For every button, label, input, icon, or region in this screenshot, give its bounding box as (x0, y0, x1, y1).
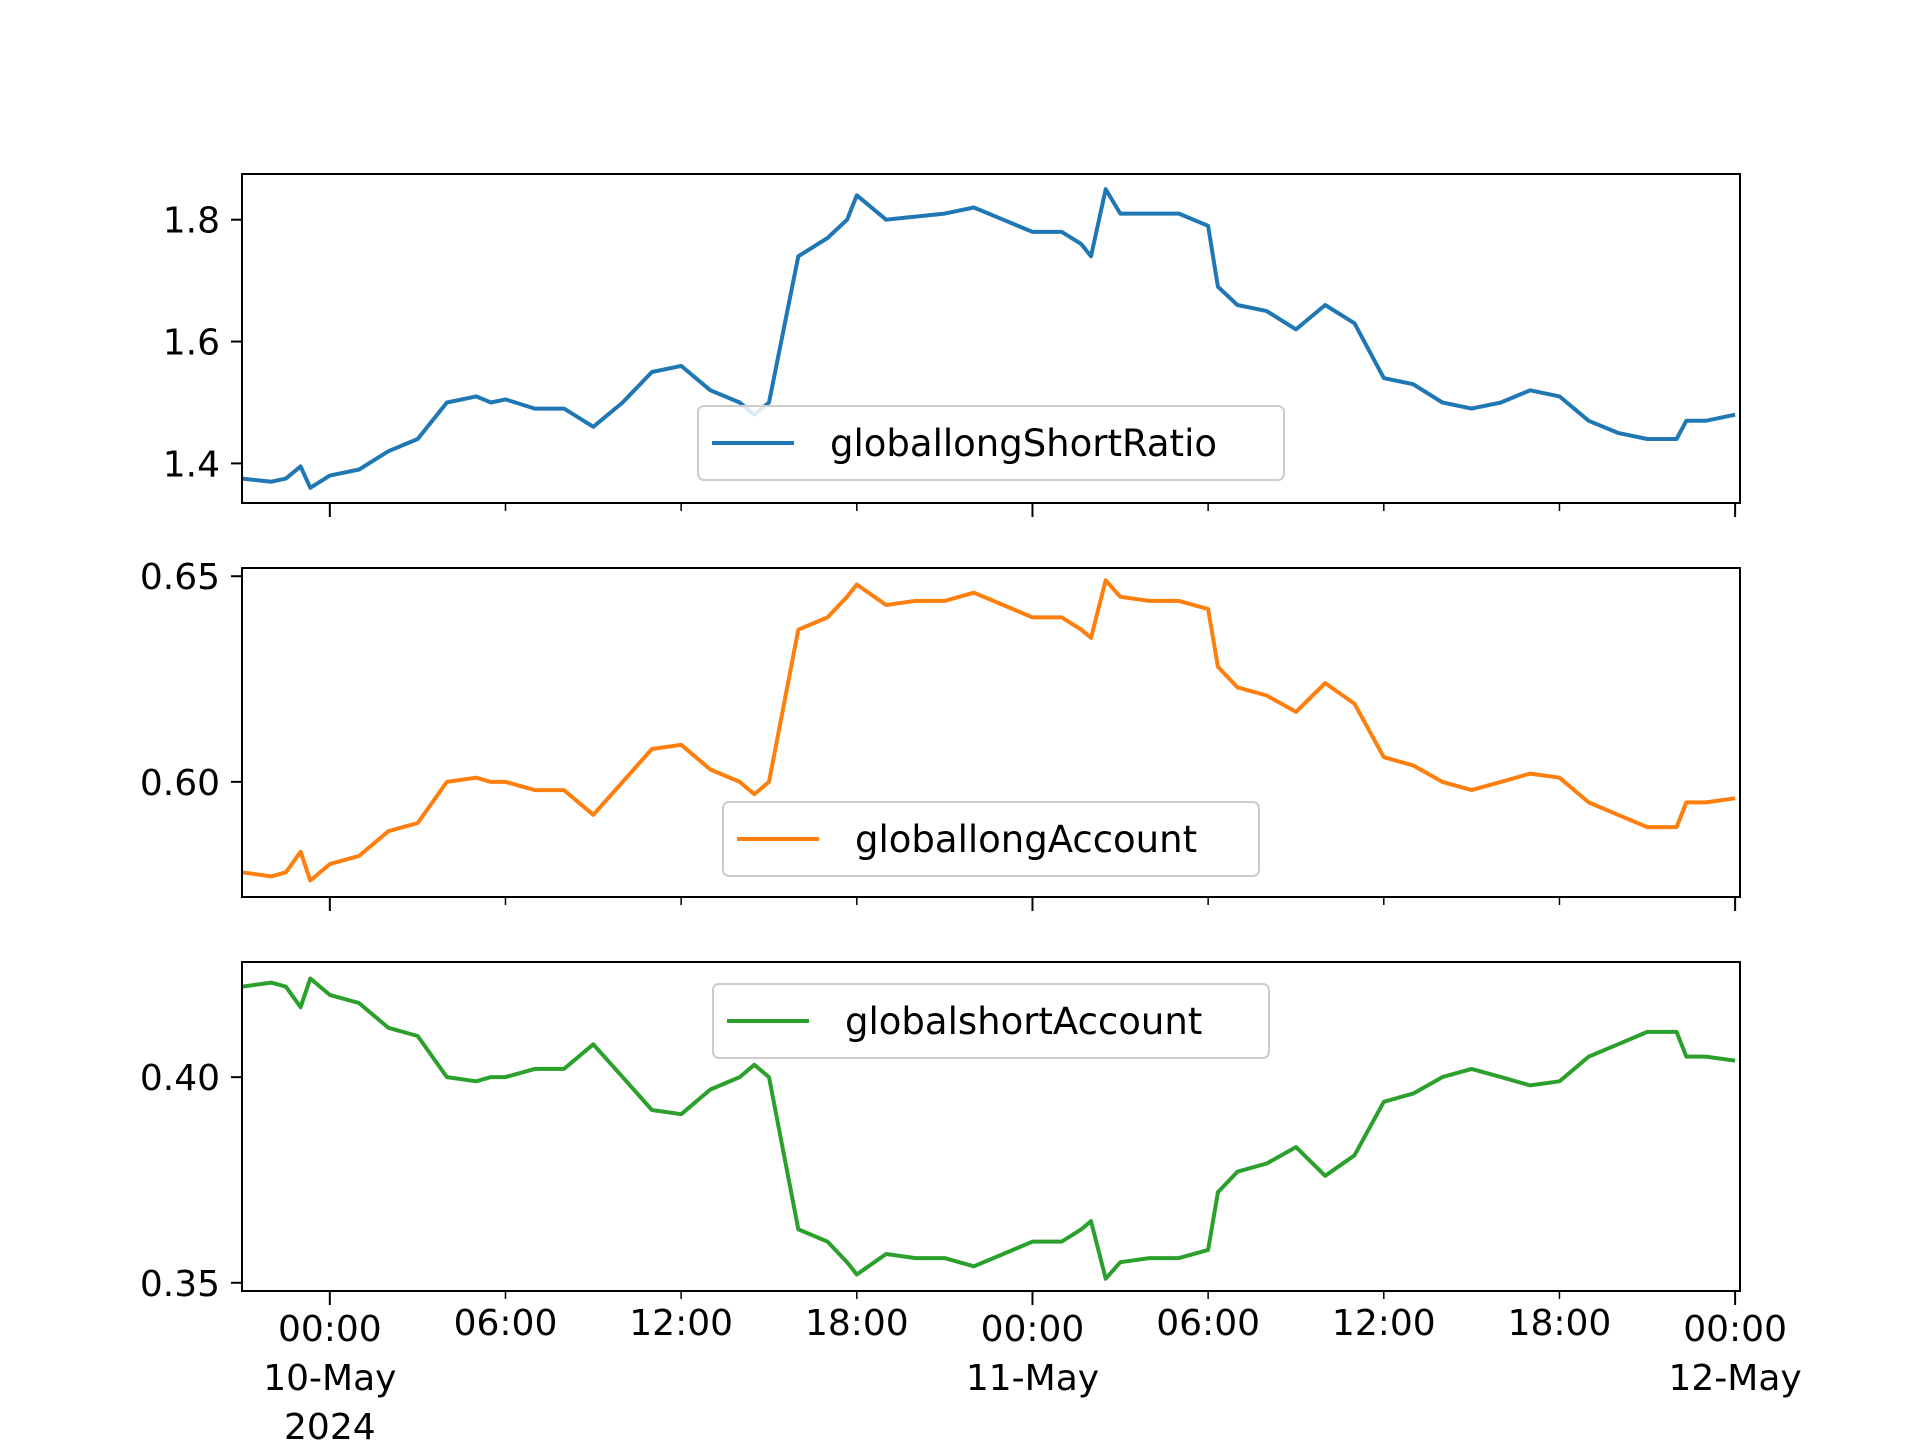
legend-label: globalshortAccount (845, 1000, 1202, 1043)
panel-1: 1.4 1.6 1.8 globallongShortRatio (163, 173, 1741, 517)
legend-label: globallongShortRatio (830, 422, 1217, 465)
y-tick-label: 0.60 (140, 763, 220, 804)
legend-box (712, 983, 1270, 1059)
x-tick-label: 18:00 (805, 1303, 909, 1344)
y-tick-label: 1.8 (163, 201, 220, 242)
panel-3: 0.35 0.40 globalshortAccount (140, 961, 1741, 1305)
y-tick-label: 0.35 (140, 1264, 220, 1305)
x-tick-label: 18:00 (1508, 1303, 1612, 1344)
y-tick-label: 0.40 (140, 1058, 220, 1099)
x-major-tick-label: 2024 (284, 1407, 376, 1440)
legend-label: globallongAccount (855, 818, 1197, 861)
axes-frame (241, 961, 1741, 1292)
x-major-tick-label: 00:00 (981, 1309, 1085, 1350)
x-major-tick-label: 10-May (263, 1358, 396, 1399)
x-axis-labels: 06:00 12:00 18:00 06:00 12:00 18:00 00:00 10-Ma… (263, 1303, 1802, 1440)
x-tick-label: 12:00 (629, 1303, 733, 1344)
x-tick-label: 06:00 (1156, 1303, 1260, 1344)
x-major-tick-label: 11-May (966, 1358, 1099, 1399)
y-tick-label: 0.65 (140, 557, 220, 598)
x-tick-label: 12:00 (1332, 1303, 1436, 1344)
legend: globalshortAccount (712, 983, 1270, 1059)
x-major-tick-label: 00:00 (278, 1309, 382, 1350)
series-line-globallongShortRatio (241, 187, 1736, 490)
x-major-tick-label: 12-May (1669, 1358, 1802, 1399)
panel-2: 0.60 0.65 globallongAccount (140, 557, 1741, 911)
axes-frame (241, 567, 1741, 898)
legend: globallongShortRatio (697, 405, 1285, 481)
legend-box (697, 405, 1285, 481)
series-line-globallongAccount (241, 578, 1736, 883)
y-tick-label: 1.4 (163, 444, 220, 485)
axes-frame (241, 173, 1741, 504)
series-line-globalshortAccount (241, 976, 1736, 1281)
legend-box (722, 801, 1260, 877)
y-tick-label: 1.6 (163, 323, 220, 364)
x-tick-label: 06:00 (454, 1303, 558, 1344)
x-major-tick-label: 00:00 (1683, 1309, 1787, 1350)
legend: globallongAccount (722, 801, 1260, 877)
